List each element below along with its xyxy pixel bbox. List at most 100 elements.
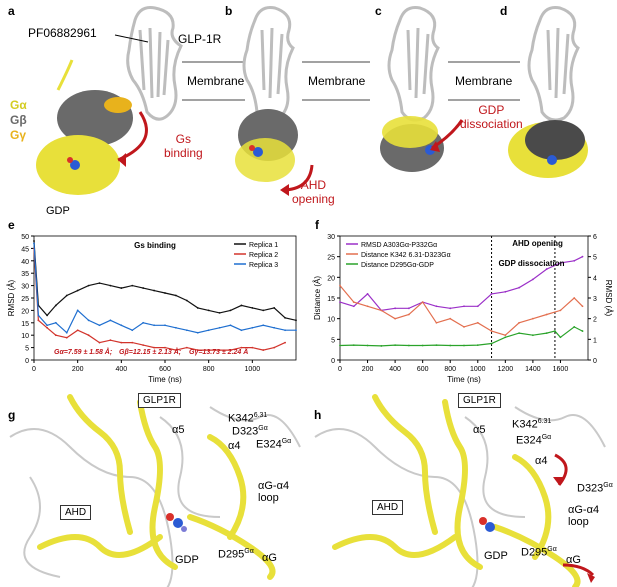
y-axis-label: Distance (Å) <box>313 276 322 320</box>
y2-tick-label: 1 <box>593 337 597 344</box>
data-point <box>490 342 493 345</box>
x-tick-label: 1000 <box>470 366 486 373</box>
data-point <box>229 349 232 351</box>
data-point <box>435 321 438 324</box>
x-axis-label: Time (ns) <box>148 375 182 384</box>
data-point <box>518 321 521 324</box>
y-tick-label: 0 <box>25 358 29 365</box>
data-point <box>394 344 397 347</box>
data-point <box>240 304 243 307</box>
structure-panels-abcd <box>36 6 588 196</box>
x-tick-label: 200 <box>362 366 374 373</box>
data-point <box>490 330 493 332</box>
y-tick-label: 35 <box>21 271 29 278</box>
data-point <box>120 341 123 344</box>
data-point <box>196 331 199 334</box>
data-point <box>98 324 101 327</box>
legend-label: Distance K342 6.31-D323Gα <box>361 252 451 259</box>
data-point <box>273 307 276 309</box>
data-point <box>185 346 188 349</box>
data-point <box>545 268 548 270</box>
y-tick-label: 15 <box>21 321 29 328</box>
event-gdp-dissociation: GDP dissociation <box>460 103 523 131</box>
receptor-label: GLP-1R <box>178 32 222 46</box>
data-point <box>559 309 562 312</box>
data-point <box>284 341 286 344</box>
data-point <box>54 334 57 337</box>
gdp-label-a: GDP <box>46 205 70 217</box>
series-line-3 <box>33 243 296 334</box>
data-point <box>153 324 155 327</box>
x-tick-label: 800 <box>203 366 215 373</box>
data-point <box>295 329 297 332</box>
data-point <box>131 329 134 332</box>
data-point <box>76 309 79 312</box>
data-point <box>284 316 286 319</box>
data-point <box>284 329 286 332</box>
legend-label: Replica 1 <box>249 242 278 249</box>
data-point <box>37 319 40 322</box>
data-point <box>153 289 155 292</box>
d323-label-g: D323Gα <box>232 425 268 438</box>
y2-tick-label: 3 <box>593 296 597 303</box>
receptor-b <box>242 6 295 122</box>
data-point <box>352 344 355 347</box>
loop-label-h: αG-α4 loop <box>568 504 600 528</box>
event-gs-binding: Gs binding <box>164 132 203 160</box>
data-point <box>581 255 584 258</box>
x-tick-label: 0 <box>338 366 342 373</box>
data-point <box>463 344 465 347</box>
y-tick-label: 5 <box>331 337 335 344</box>
data-point <box>240 346 243 349</box>
data-point <box>581 305 584 308</box>
x-tick-label: 600 <box>159 366 171 373</box>
data-point <box>394 307 397 310</box>
x-tick-label: 600 <box>417 366 429 373</box>
data-point <box>175 294 177 297</box>
data-point <box>54 304 57 307</box>
series-line-2 <box>339 285 583 336</box>
receptor-a <box>126 6 183 121</box>
data-point <box>273 326 276 329</box>
data-point <box>476 344 479 347</box>
data-point <box>531 334 534 337</box>
data-point <box>573 326 576 328</box>
y-tick-label: 15 <box>327 296 335 303</box>
data-point <box>449 307 452 310</box>
data-point <box>251 326 254 329</box>
alpha5-label-h: α5 <box>473 424 486 436</box>
gprotein-d <box>508 120 588 178</box>
data-point <box>421 344 424 347</box>
gdp-label-g: GDP <box>175 554 199 566</box>
loop-label-g: αG-α4 loop <box>258 480 290 504</box>
data-point <box>87 319 90 322</box>
data-point <box>109 339 112 342</box>
data-point <box>207 349 210 351</box>
panel-label-e: e <box>8 218 15 232</box>
y-tick-label: 20 <box>21 308 29 315</box>
panel-label-d: d <box>500 4 508 18</box>
data-point <box>476 305 479 308</box>
data-point <box>421 301 424 304</box>
panel-label-g: g <box>8 408 16 422</box>
y-tick-label: 25 <box>327 255 335 262</box>
data-point <box>98 282 101 285</box>
data-point <box>504 290 507 293</box>
y-tick-label: 30 <box>21 284 29 291</box>
receptor-d <box>527 6 580 122</box>
chart-title: Gs binding <box>134 241 176 250</box>
data-point <box>407 344 410 347</box>
x-tick-label: 1600 <box>553 366 569 373</box>
data-point <box>142 287 145 289</box>
y2-tick-label: 2 <box>593 317 597 324</box>
data-point <box>46 314 48 317</box>
data-point <box>545 313 548 316</box>
y-tick-label: 40 <box>21 259 29 266</box>
alphag-label-g: αG <box>262 552 277 564</box>
data-point <box>339 284 341 287</box>
data-point <box>573 259 576 262</box>
annotation-ahd-opening: AHD opening <box>512 239 563 248</box>
data-point <box>262 349 265 351</box>
closeup-h <box>314 394 606 587</box>
